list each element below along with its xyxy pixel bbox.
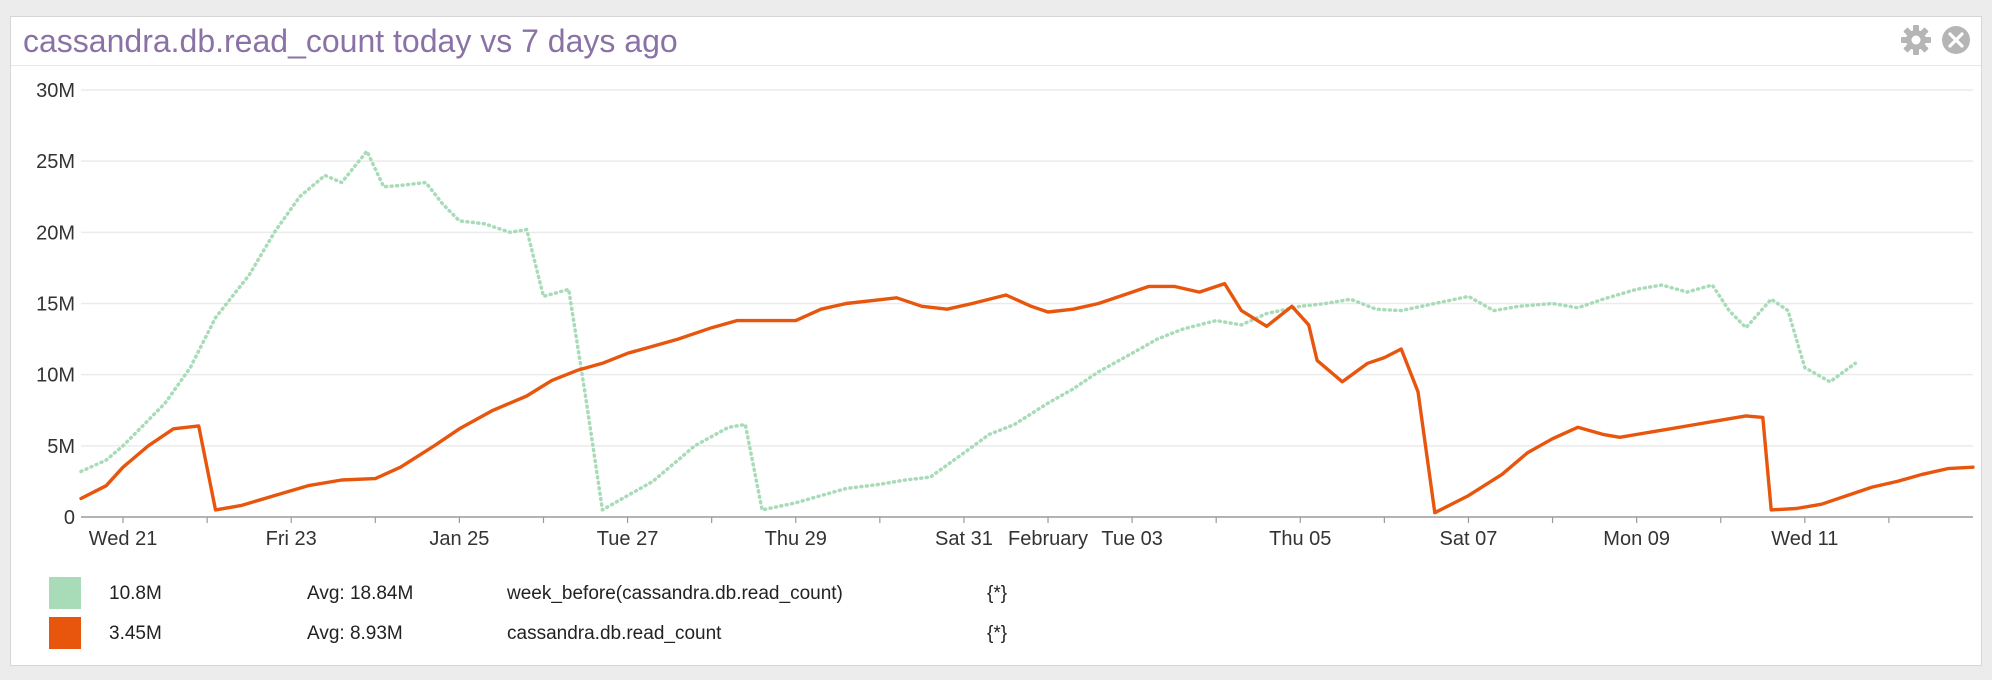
series-week-before-line [79, 149, 1858, 512]
y-tick-label: 0 [64, 507, 75, 529]
legend-swatch [49, 577, 81, 609]
y-tick-label: 5M [47, 436, 75, 458]
x-tick-label: Tue 03 [1101, 528, 1163, 550]
legend-current-value: 10.8M [109, 583, 162, 604]
widget-title: cassandra.db.read_count today vs 7 days … [23, 23, 678, 59]
legend-current-value: 3.45M [109, 623, 162, 644]
x-tick-label: Sat 31 [935, 528, 993, 550]
legend-row-current: 3.45M Avg: 8.93M cassandra.db.read_count… [49, 617, 1049, 651]
legend-average: Avg: 18.84M [307, 583, 414, 604]
x-tick-label: February [1008, 528, 1088, 550]
y-tick-label: 15M [36, 294, 75, 316]
legend-scope: {*} [987, 623, 1008, 644]
timeseries-widget: cassandra.db.read_count today vs 7 days … [10, 16, 1982, 666]
x-tick-label: Fri 23 [266, 528, 317, 550]
title-divider [11, 65, 1981, 66]
x-tick-label: Wed 21 [89, 528, 158, 550]
y-tick-label: 30M [36, 80, 75, 102]
legend-series-name: week_before(cassandra.db.read_count) [507, 583, 843, 604]
close-icon[interactable] [1939, 23, 1973, 57]
x-tick-label: Sat 07 [1440, 528, 1498, 550]
x-tick-label: Mon 09 [1603, 528, 1670, 550]
x-tick-label: Thu 05 [1269, 528, 1331, 550]
legend-swatch [49, 617, 81, 649]
x-tick-label: Thu 29 [765, 528, 827, 550]
y-tick-label: 10M [36, 365, 75, 387]
gear-icon[interactable] [1899, 23, 1933, 57]
legend-series-name: cassandra.db.read_count [507, 623, 722, 644]
legend-scope: {*} [987, 583, 1008, 604]
legend-average: Avg: 8.93M [307, 623, 403, 644]
series-current-line [79, 281, 1975, 515]
x-tick-label: Wed 11 [1771, 528, 1838, 550]
line-chart: 0 5M 10M 15M 20M 25M 30M Wed 21 Fri 23 Jan 25 Tue … [36, 80, 1975, 550]
legend-row-week-before: 10.8M Avg: 18.84M week_before(cassandra.… [49, 577, 1049, 611]
x-tick-label: Jan 25 [429, 528, 489, 550]
y-tick-label: 25M [36, 151, 75, 173]
y-tick-label: 20M [36, 222, 75, 244]
x-tick-label: Tue 27 [597, 528, 659, 550]
